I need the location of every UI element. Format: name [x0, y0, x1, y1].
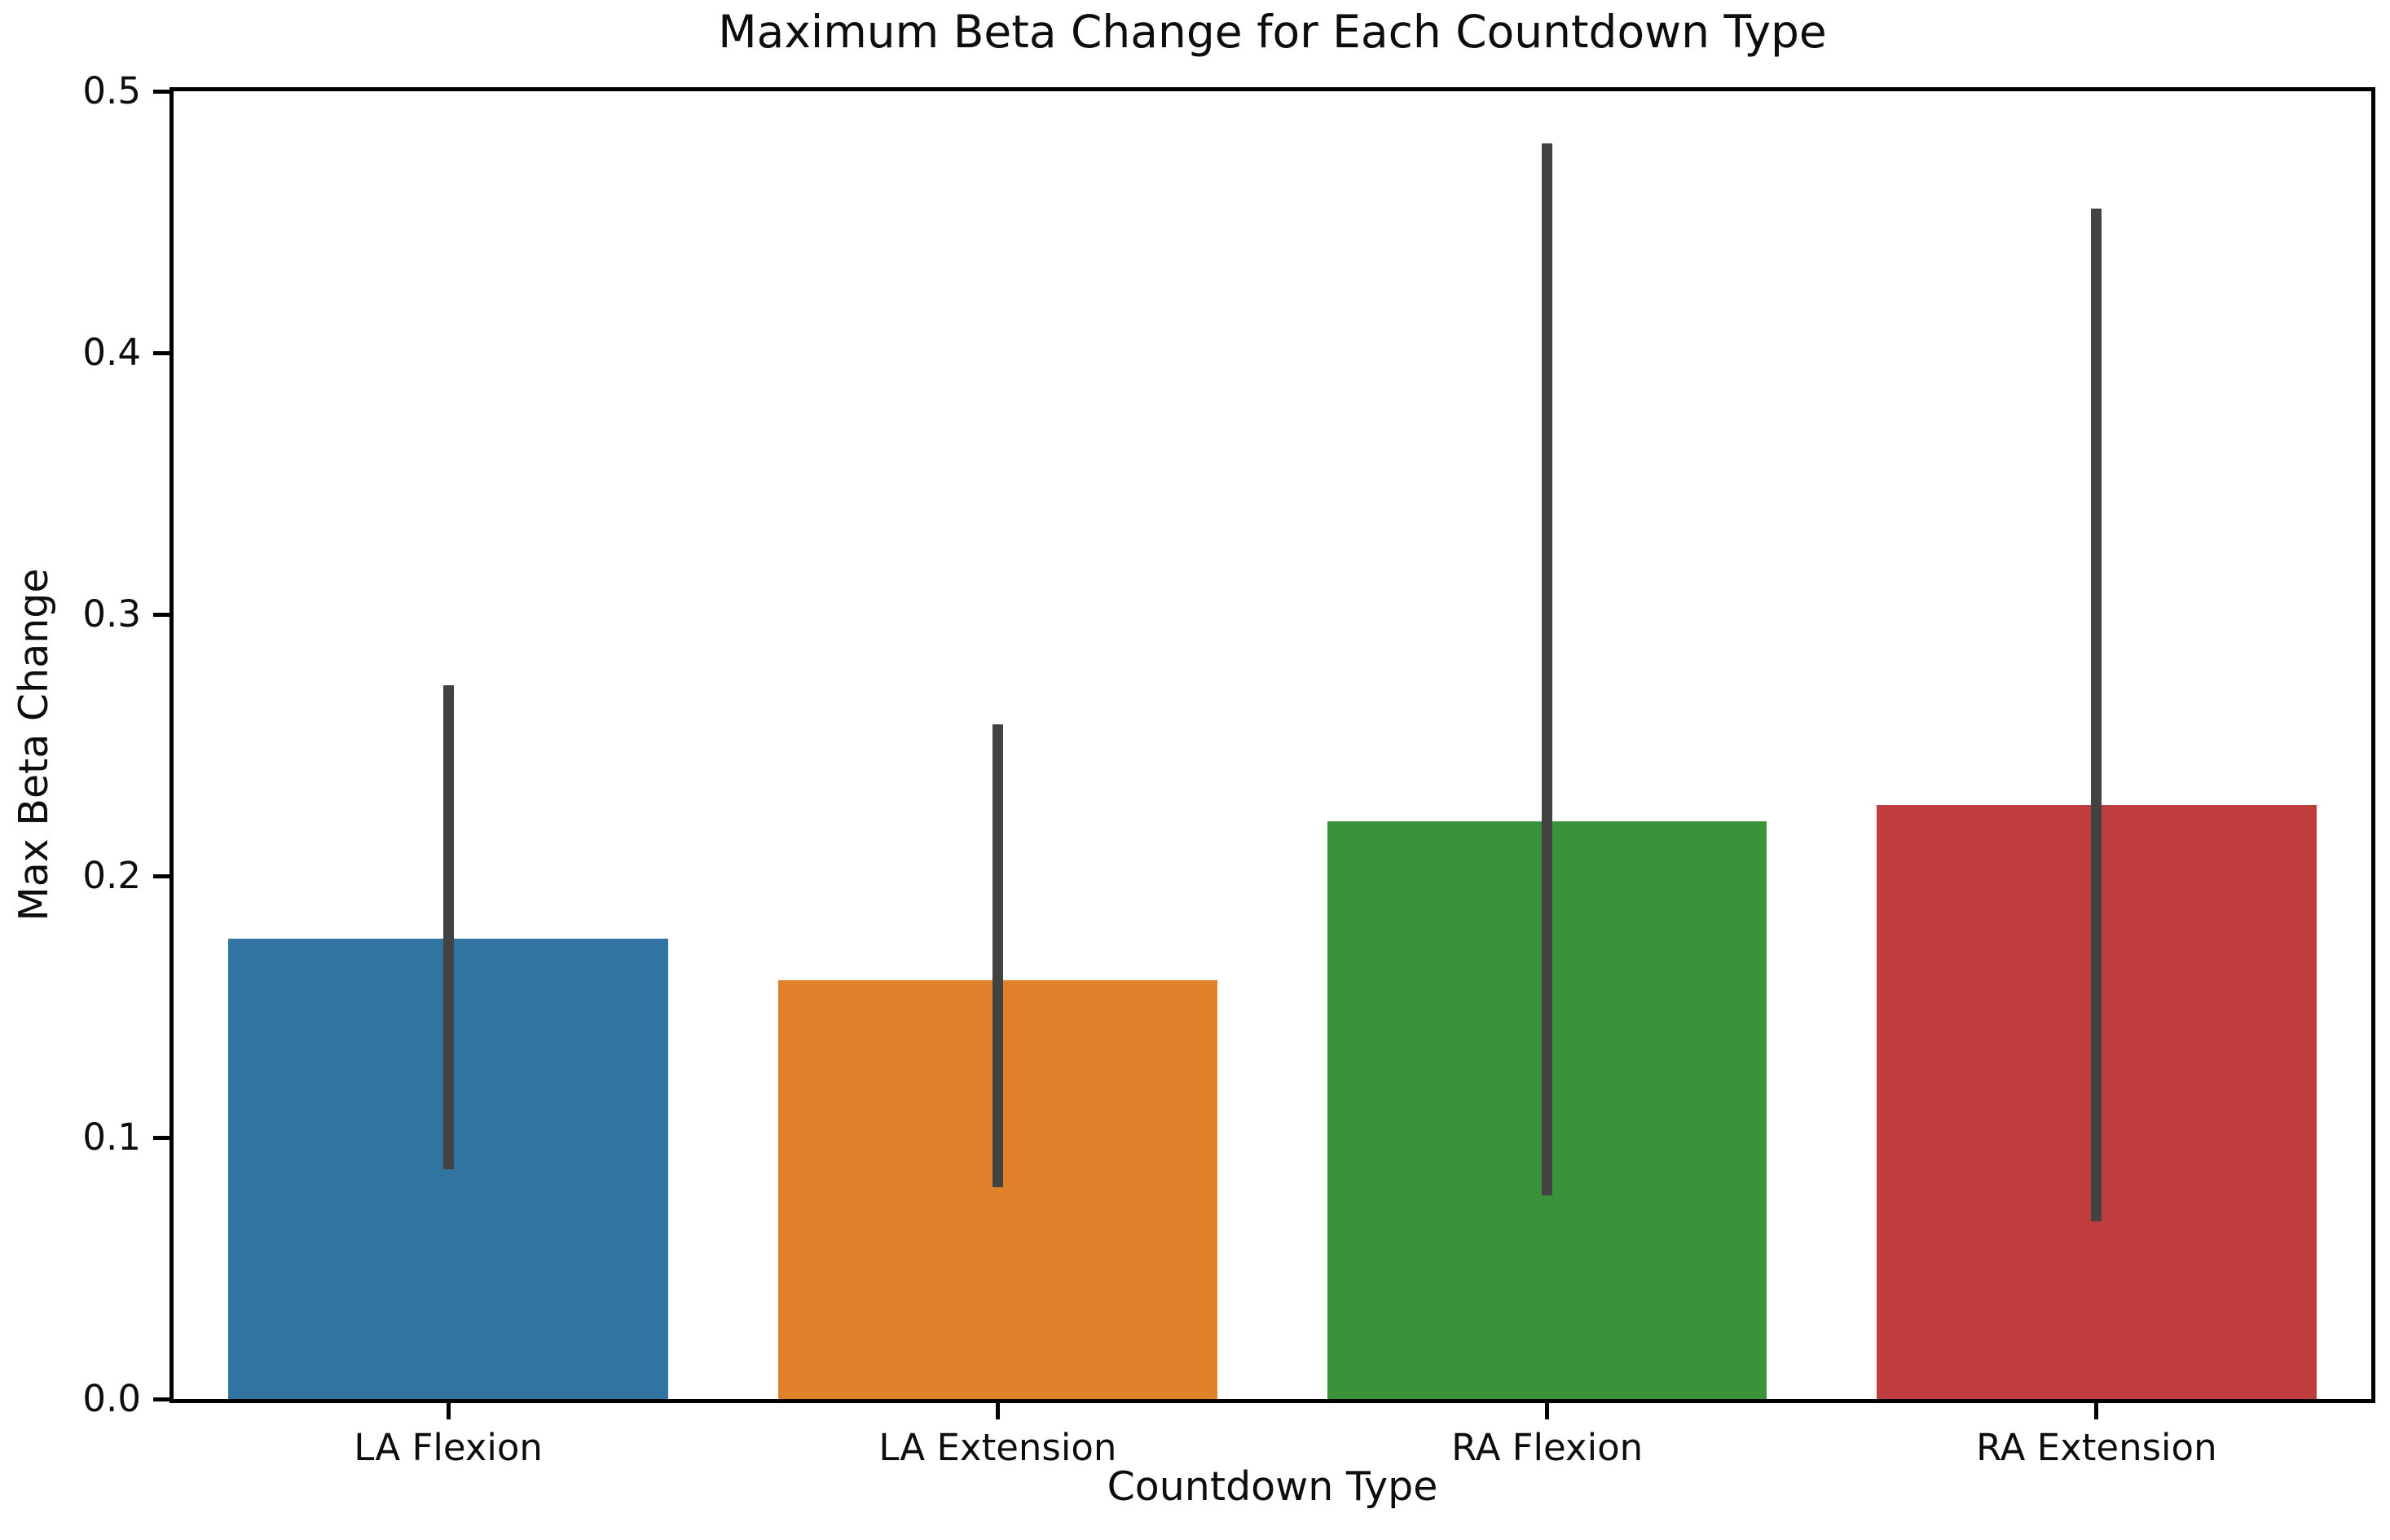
x-tick-mark-ra-extension [2094, 1403, 2099, 1419]
x-axis-spine [169, 1399, 2375, 1403]
y-tick-mark-0.3 [153, 612, 169, 617]
y-axis-label: Max Beta Change [11, 568, 57, 922]
y-tick-label-0.4: 0.4 [82, 331, 141, 374]
y-tick-mark-0.2 [153, 873, 169, 878]
x-tick-label-la-extension: LA Extension [878, 1426, 1117, 1469]
plot-area: LA Flexion LA Extension RA Flexion RA Exten… [82, 69, 2375, 1469]
x-tick-mark-la-flexion [446, 1403, 451, 1419]
y-axis-spine [169, 87, 174, 1403]
y-tick-mark-0.1 [153, 1135, 169, 1140]
y-tick-label-0.5: 0.5 [82, 69, 141, 112]
y-tick-label-0.2: 0.2 [82, 854, 141, 897]
error-bar-la-extension [992, 724, 1003, 1187]
error-bar-ra-extension [2091, 209, 2102, 1221]
y-tick-label-0.0: 0.0 [82, 1377, 141, 1420]
x-tick-mark-la-extension [995, 1403, 1000, 1419]
y-tick-mark-0.4 [153, 350, 169, 355]
x-tick-label-ra-extension: RA Extension [1976, 1426, 2217, 1469]
y-tick-label-0.3: 0.3 [82, 592, 141, 636]
x-axis-label: Countdown Type [1107, 1463, 1438, 1510]
x-tick-label-ra-flexion: RA Flexion [1451, 1426, 1644, 1469]
x-tick-label-la-flexion: LA Flexion [354, 1426, 543, 1469]
y-tick-label-0.1: 0.1 [82, 1115, 141, 1159]
top-spine [169, 87, 2375, 91]
x-tick-mark-ra-flexion [1545, 1403, 1550, 1419]
right-spine [2371, 87, 2375, 1403]
y-tick-mark-0.0 [153, 1397, 169, 1401]
y-tick-mark-0.5 [153, 89, 169, 94]
error-bar-la-flexion [442, 684, 454, 1169]
error-bar-ra-flexion [1542, 143, 1553, 1195]
chart-title: Maximum Beta Change for Each Countdown T… [718, 6, 1827, 58]
